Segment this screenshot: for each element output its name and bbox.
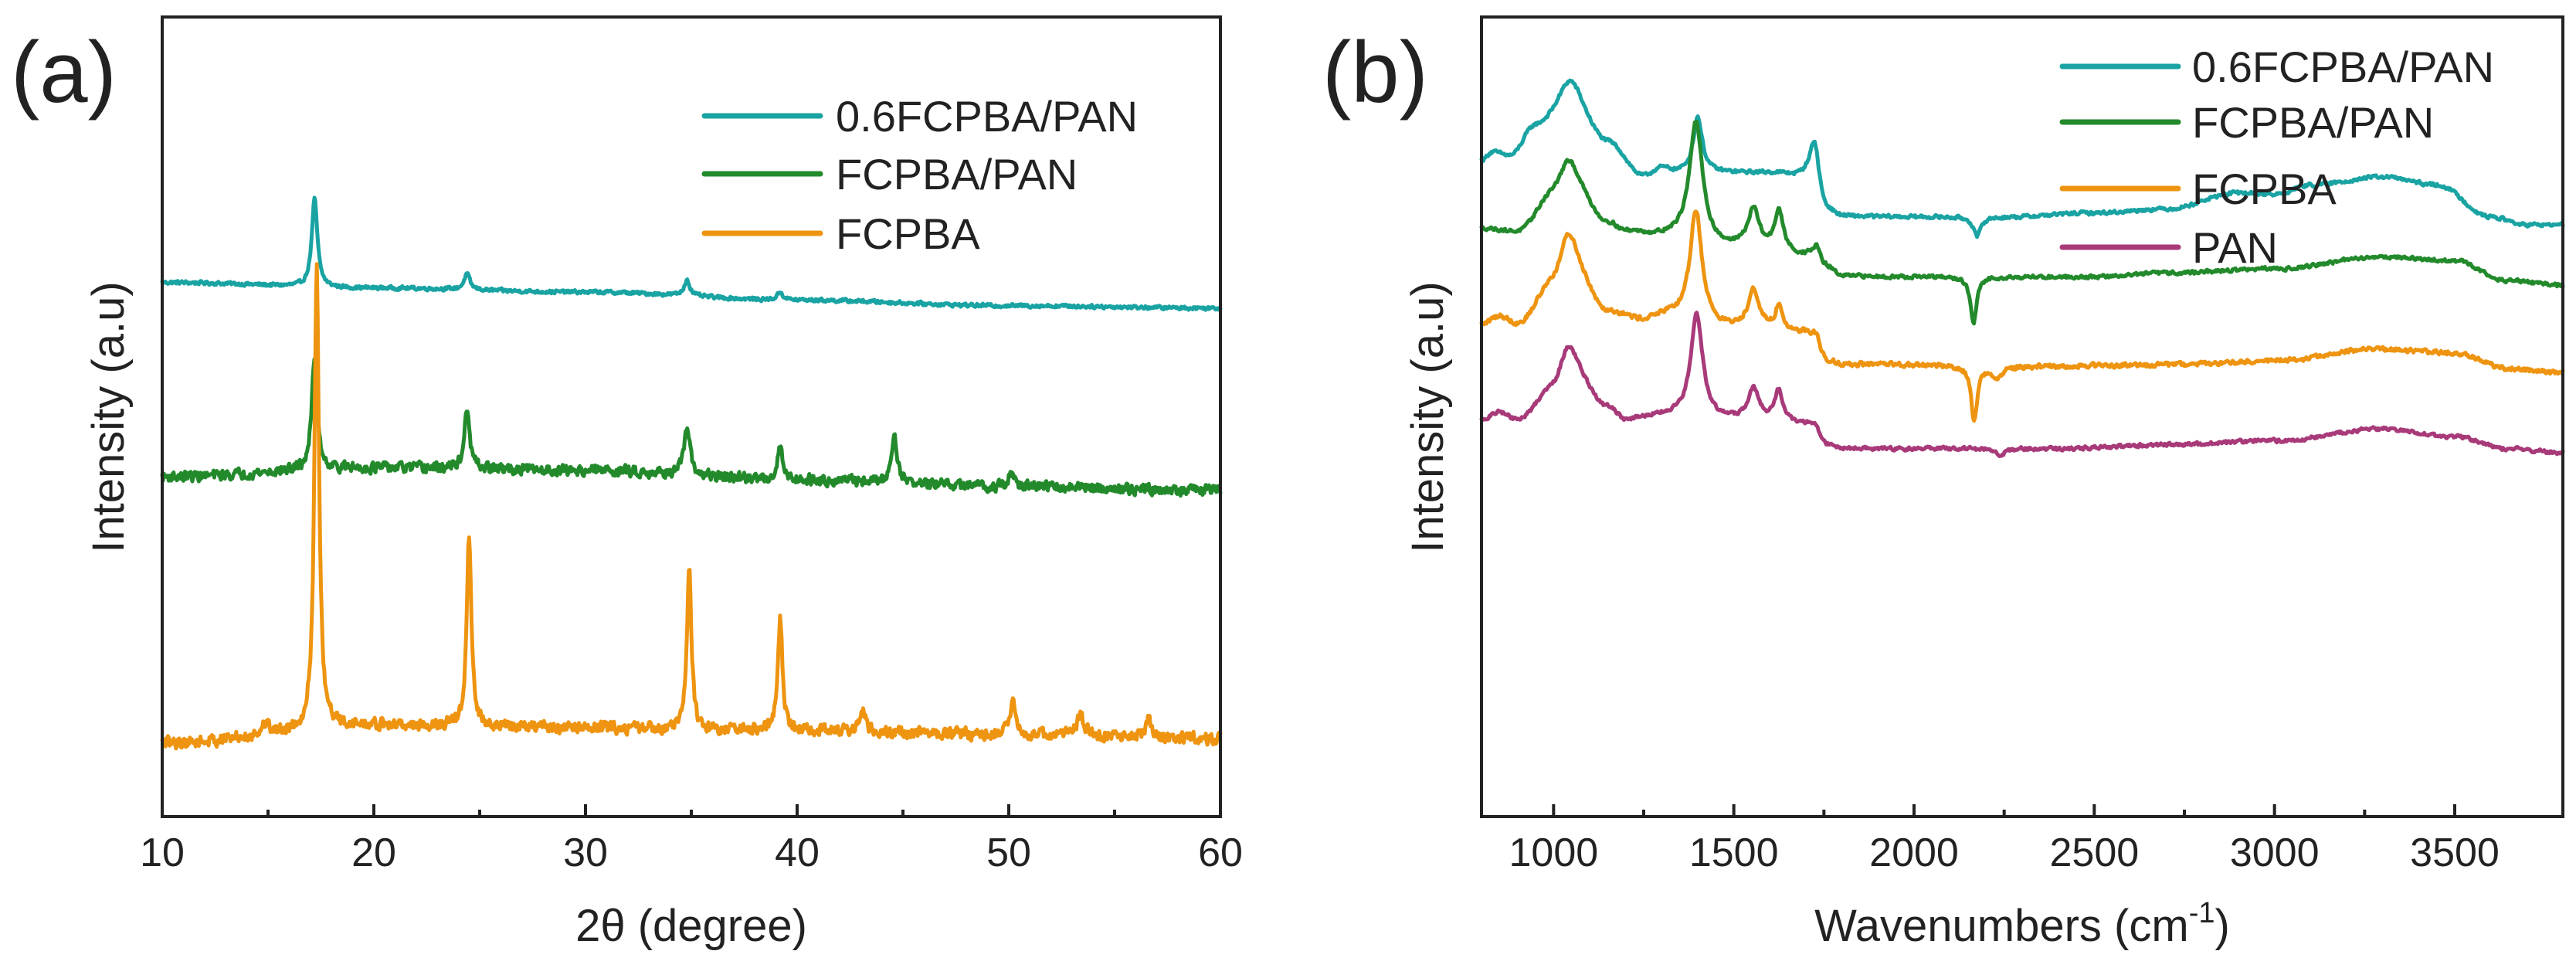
x-tick-label-30: 30 <box>563 830 608 875</box>
panel-b-x-axis-label: Wavenumbers (cm-1) <box>1814 897 2230 951</box>
panel-b-chart: (b) 1000 1500 2000 2500 3000 3500 Wavenumbers… <box>1322 15 2565 951</box>
panel-a-chart: (a) 10 20 30 40 50 60 2θ (degree) Intensity (… <box>11 15 1243 951</box>
legend-label-0-6fcpba-pan: 0.6FCPBA/PAN <box>2192 42 2494 91</box>
legend-label-fcpba: FCPBA <box>2192 165 2337 213</box>
x-tick-label-2500: 2500 <box>2049 830 2139 875</box>
panel-label-b: (b) <box>1322 24 1428 121</box>
panel-b-x-ticks: 1000 1500 2000 2500 3000 3500 <box>1509 804 2500 875</box>
series-line-fcpba <box>1479 209 2565 423</box>
panel-b-x-axis-label-superscript: -1 <box>2189 897 2215 929</box>
panel-a-x-axis-label: 2θ (degree) <box>575 901 807 951</box>
panel-b-plot-frame <box>1480 15 2564 818</box>
panel-a-x-ticks: 10 20 30 40 50 60 <box>140 804 1243 875</box>
panel-b-x-axis-label-main: Wavenumbers (cm <box>1814 901 2189 951</box>
legend-label-pan: PAN <box>2192 223 2278 272</box>
series-line-fcpba-pan <box>160 357 1223 498</box>
panel-b-x-axis-label-end: ) <box>2215 901 2229 951</box>
x-tick-label-1500: 1500 <box>1689 830 1779 875</box>
series-line-fcpba <box>160 262 1223 751</box>
x-tick-label-40: 40 <box>775 830 820 875</box>
panel-b-series-group <box>1479 78 2565 458</box>
series-line-pan <box>1479 311 2565 458</box>
x-tick-label-3000: 3000 <box>2230 830 2320 875</box>
panel-b-y-axis-label: Intensity (a.u) <box>1403 281 1453 552</box>
x-tick-label-60: 60 <box>1198 830 1243 875</box>
panel-label-a: (a) <box>11 24 117 121</box>
x-tick-label-3500: 3500 <box>2410 830 2500 875</box>
series-line-fcpba-pan <box>1479 119 2565 326</box>
legend-label-fcpba-pan: FCPBA/PAN <box>836 150 1078 199</box>
legend-label-0-6fcpba-pan: 0.6FCPBA/PAN <box>836 92 1138 141</box>
panel-b-legend: 0.6FCPBA/PAN FCPBA/PAN FCPBA PAN <box>2059 42 2494 272</box>
x-tick-label-50: 50 <box>986 830 1031 875</box>
x-tick-label-20: 20 <box>351 830 396 875</box>
x-tick-label-1000: 1000 <box>1509 830 1598 875</box>
x-tick-label-2000: 2000 <box>1869 830 1959 875</box>
x-tick-label-10: 10 <box>140 830 185 875</box>
series-line-0-6fcpba-pan <box>1479 78 2565 239</box>
legend-label-fcpba-pan: FCPBA/PAN <box>2192 98 2434 147</box>
panel-a-legend: 0.6FCPBA/PAN FCPBA/PAN FCPBA <box>701 92 1138 258</box>
legend-label-fcpba: FCPBA <box>836 209 980 258</box>
panel-a-y-axis-label: Intensity (a.u) <box>83 281 134 552</box>
panel-a-series-group <box>160 195 1223 751</box>
series-line-0-6fcpba-pan <box>160 195 1223 312</box>
